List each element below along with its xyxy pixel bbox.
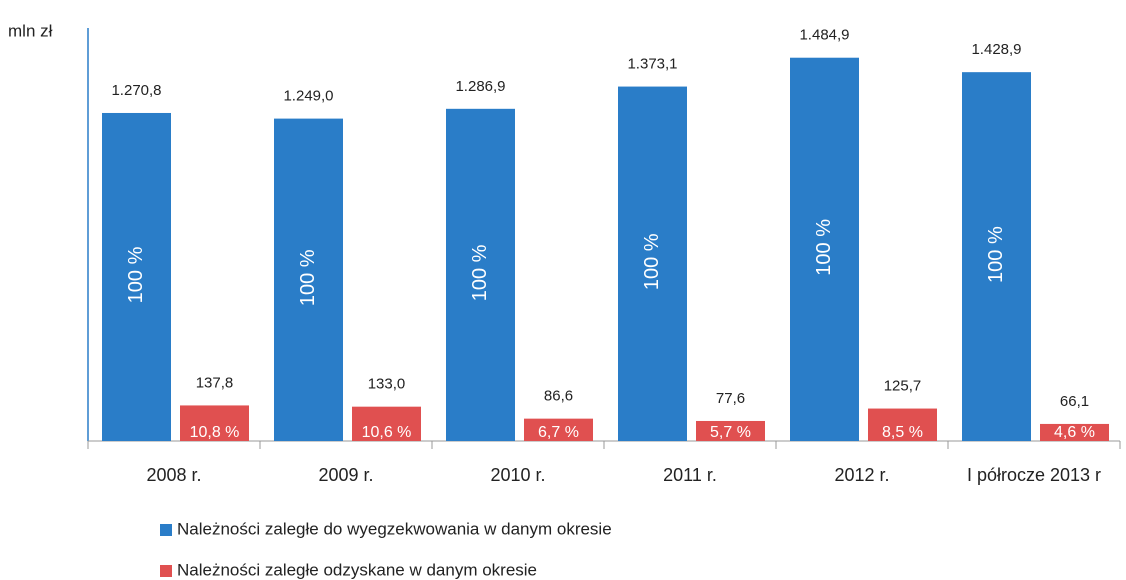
share-label: 100 % (985, 226, 1007, 283)
bar (446, 108, 515, 441)
share-label: 100 % (641, 233, 663, 290)
x-tick-label: 2008 r. (146, 465, 201, 485)
x-tick-label: 2012 r. (834, 465, 889, 485)
x-tick-label: 2011 r. (663, 465, 717, 485)
share-label: 100 % (813, 219, 835, 276)
value-label: 77,6 (716, 390, 745, 407)
x-tick-label: 2010 r. (490, 465, 545, 485)
value-label: 1.484,9 (799, 27, 849, 44)
share-label: 10,6 % (362, 424, 412, 441)
share-label: 100 % (297, 249, 319, 306)
bar (180, 405, 249, 441)
y-axis-label: mln zł (8, 21, 53, 40)
legend-swatch (160, 524, 172, 536)
value-label: 137,8 (196, 374, 234, 391)
share-label: 100 % (469, 244, 491, 301)
value-label: 1.270,8 (111, 82, 161, 99)
legend-label: Należności zaległe do wyegzekwowania w d… (177, 519, 612, 538)
value-label: 1.249,0 (283, 88, 333, 105)
value-label: 125,7 (884, 378, 922, 395)
share-label: 5,7 % (710, 424, 751, 441)
legend-swatch (160, 565, 172, 577)
value-label: 133,0 (368, 376, 406, 393)
bar (1040, 423, 1109, 441)
value-label: 66,1 (1060, 393, 1089, 410)
bar (274, 118, 343, 442)
share-label: 100 % (125, 246, 147, 303)
bar (868, 408, 937, 441)
bar (790, 57, 859, 442)
share-label: 4,6 % (1054, 424, 1095, 441)
bar (618, 86, 687, 441)
bar (102, 112, 171, 442)
bar (962, 72, 1031, 441)
share-label: 6,7 % (538, 424, 579, 441)
share-label: 8,5 % (882, 424, 923, 441)
bar (352, 406, 421, 441)
bar (524, 418, 593, 441)
value-label: 1.373,1 (627, 56, 677, 73)
bar (696, 420, 765, 441)
value-label: 86,6 (544, 388, 573, 405)
legend-label: Należności zaległe odzyskane w danym okr… (177, 560, 537, 579)
value-label: 1.428,9 (971, 41, 1021, 58)
value-label: 1.286,9 (455, 78, 505, 95)
share-label: 10,8 % (190, 424, 240, 441)
x-tick-label: I półrocze 2013 r (967, 465, 1101, 485)
x-tick-label: 2009 r. (318, 465, 373, 485)
